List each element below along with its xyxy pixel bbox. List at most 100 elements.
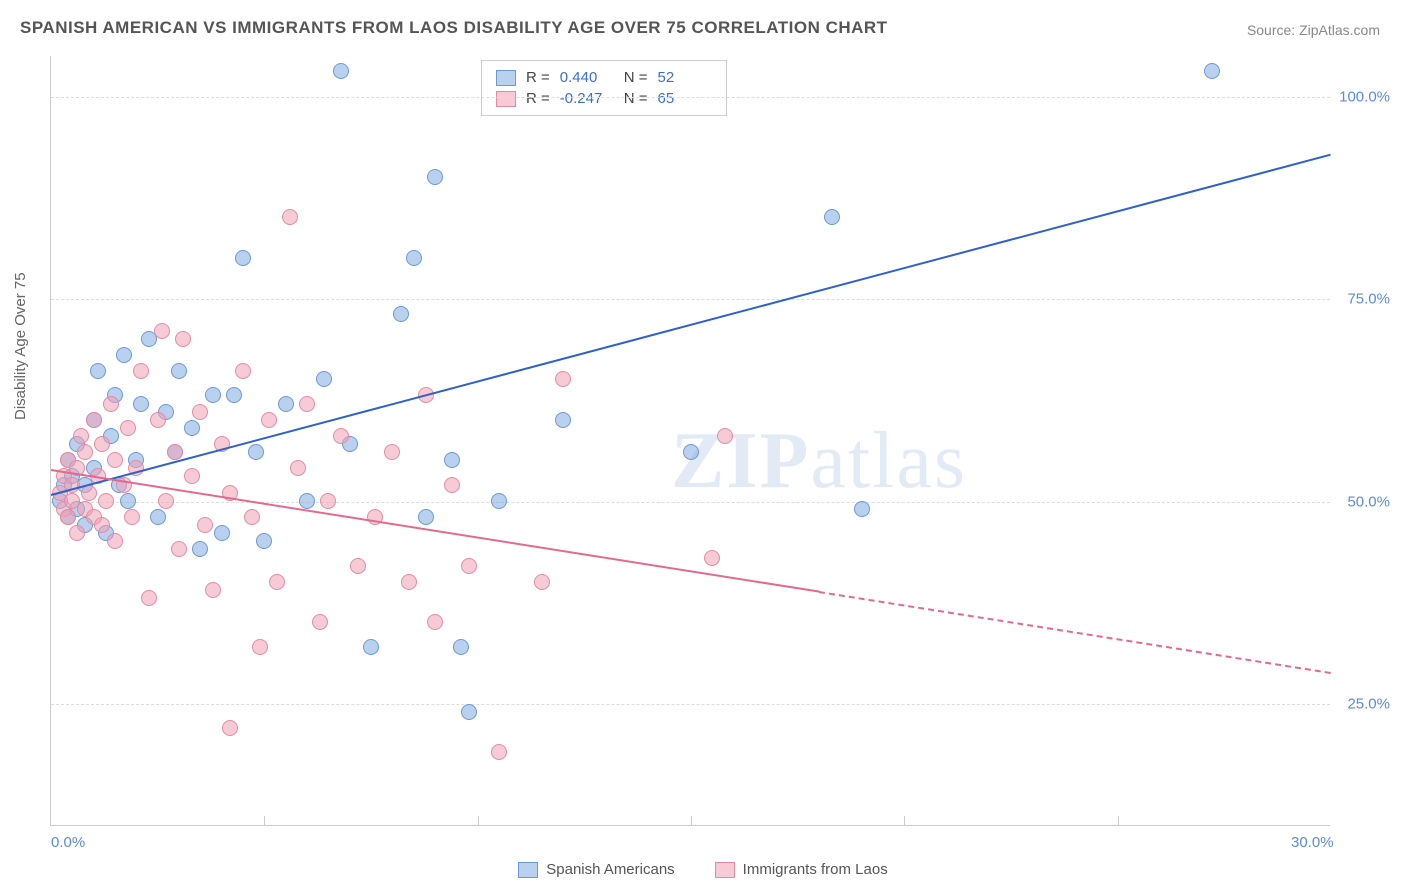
data-point [107, 452, 123, 468]
data-point [60, 509, 76, 525]
data-point [197, 517, 213, 533]
y-axis-label: Disability Age Over 75 [12, 272, 29, 420]
r-label: R = [526, 90, 550, 107]
gridline-h [51, 299, 1330, 300]
data-point [333, 428, 349, 444]
n-value: 52 [658, 69, 712, 86]
data-point [261, 412, 277, 428]
data-point [77, 444, 93, 460]
data-point [226, 387, 242, 403]
data-point [124, 509, 140, 525]
data-point [854, 501, 870, 517]
legend-swatch [715, 862, 735, 878]
stats-row: R =-0.247N =65 [496, 88, 712, 109]
data-point [401, 574, 417, 590]
gridline-v [478, 816, 479, 826]
data-point [350, 558, 366, 574]
data-point [393, 306, 409, 322]
data-point [248, 444, 264, 460]
data-point [98, 493, 114, 509]
data-point [406, 250, 422, 266]
data-point [103, 396, 119, 412]
data-point [184, 468, 200, 484]
data-point [269, 574, 285, 590]
y-tick-label: 100.0% [1334, 88, 1390, 105]
data-point [427, 169, 443, 185]
legend-item: Immigrants from Laos [715, 861, 888, 878]
data-point [683, 444, 699, 460]
data-point [154, 323, 170, 339]
data-point [120, 493, 136, 509]
data-point [192, 404, 208, 420]
gridline-h [51, 97, 1330, 98]
gridline-v [264, 816, 265, 826]
data-point [214, 525, 230, 541]
gridline-v [1118, 816, 1119, 826]
data-point [256, 533, 272, 549]
data-point [192, 541, 208, 557]
data-point [150, 509, 166, 525]
data-point [116, 347, 132, 363]
trend-line [819, 591, 1331, 674]
data-point [453, 639, 469, 655]
r-label: R = [526, 69, 550, 86]
watermark-bold: ZIP [671, 417, 810, 505]
legend-label: Spanish Americans [546, 861, 674, 878]
data-point [491, 493, 507, 509]
data-point [299, 396, 315, 412]
gridline-v [691, 816, 692, 826]
data-point [235, 250, 251, 266]
y-tick-label: 25.0% [1334, 696, 1390, 713]
data-point [444, 477, 460, 493]
data-point [90, 363, 106, 379]
bottom-legend: Spanish Americans Immigrants from Laos [0, 861, 1406, 878]
data-point [299, 493, 315, 509]
watermark: ZIPatlas [671, 416, 967, 507]
gridline-v [904, 816, 905, 826]
r-value: -0.247 [560, 90, 614, 107]
data-point [184, 420, 200, 436]
data-point [363, 639, 379, 655]
gridline-h [51, 502, 1330, 503]
watermark-light: atlas [810, 417, 967, 505]
r-value: 0.440 [560, 69, 614, 86]
data-point [461, 704, 477, 720]
data-point [244, 509, 260, 525]
x-tick-label: 30.0% [1291, 834, 1334, 851]
plot-area: ZIPatlas R =0.440N =52R =-0.247N =65 25.… [50, 56, 1330, 826]
data-point [461, 558, 477, 574]
data-point [171, 363, 187, 379]
data-point [491, 744, 507, 760]
data-point [222, 720, 238, 736]
data-point [333, 63, 349, 79]
data-point [278, 396, 294, 412]
data-point [150, 412, 166, 428]
legend-item: Spanish Americans [518, 861, 674, 878]
data-point [252, 639, 268, 655]
data-point [107, 533, 123, 549]
data-point [704, 550, 720, 566]
x-tick-label: 0.0% [51, 834, 85, 851]
data-point [158, 493, 174, 509]
data-point [320, 493, 336, 509]
data-point [175, 331, 191, 347]
data-point [290, 460, 306, 476]
data-point [167, 444, 183, 460]
legend-swatch [496, 91, 516, 107]
data-point [171, 541, 187, 557]
y-tick-label: 50.0% [1334, 493, 1390, 510]
data-point [141, 590, 157, 606]
data-point [69, 525, 85, 541]
data-point [534, 574, 550, 590]
chart-title: SPANISH AMERICAN VS IMMIGRANTS FROM LAOS… [20, 18, 888, 38]
data-point [427, 614, 443, 630]
legend-swatch [518, 862, 538, 878]
correlation-stats-box: R =0.440N =52R =-0.247N =65 [481, 60, 727, 116]
data-point [94, 517, 110, 533]
legend-swatch [496, 70, 516, 86]
data-point [86, 412, 102, 428]
data-point [282, 209, 298, 225]
data-point [133, 363, 149, 379]
data-point [205, 582, 221, 598]
data-point [312, 614, 328, 630]
